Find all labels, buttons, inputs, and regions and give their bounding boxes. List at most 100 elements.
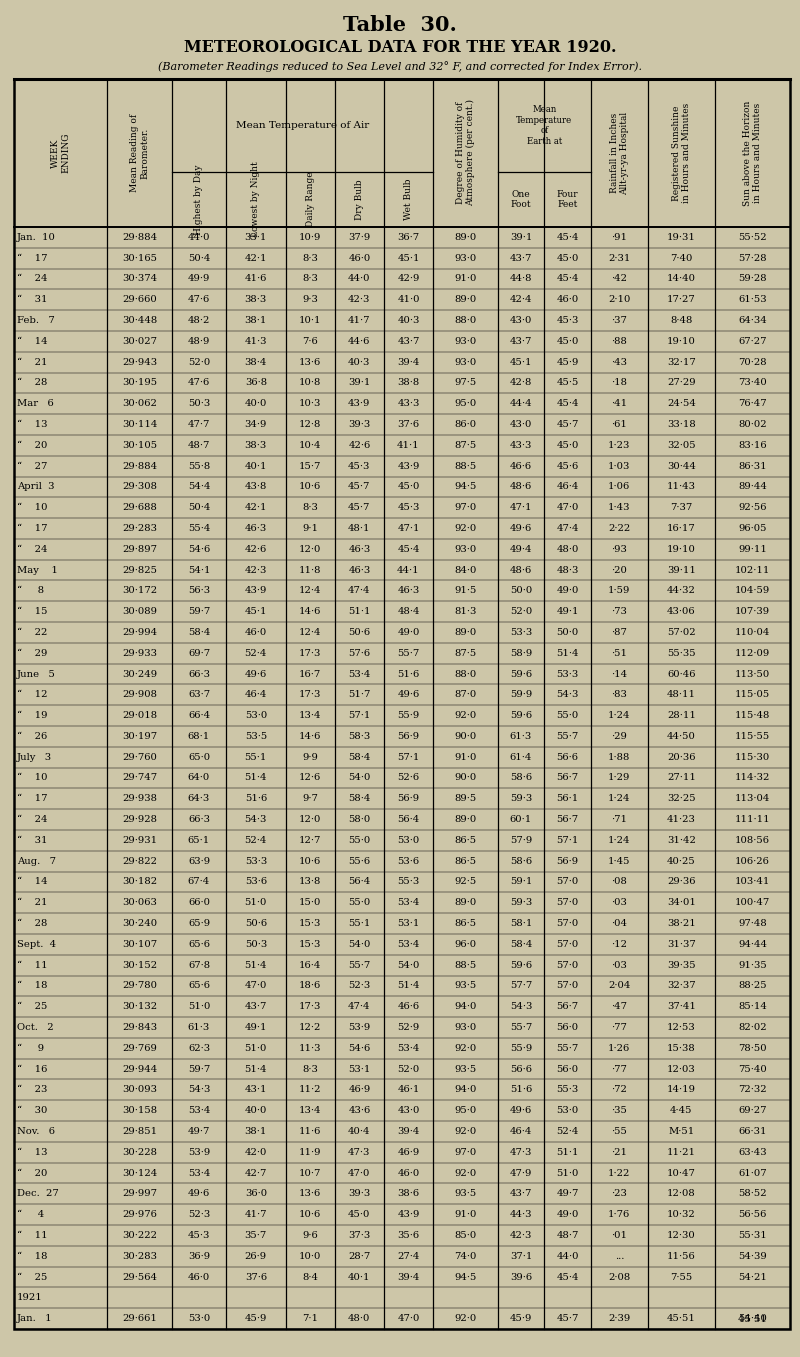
- Text: 29·760: 29·760: [122, 753, 157, 761]
- Text: 38·6: 38·6: [398, 1189, 419, 1198]
- Text: Table  30.: Table 30.: [343, 15, 457, 35]
- Text: 1·76: 1·76: [608, 1210, 630, 1219]
- Text: 14·6: 14·6: [299, 607, 322, 616]
- Text: 45·9: 45·9: [556, 358, 578, 366]
- Text: 58·4: 58·4: [188, 628, 210, 636]
- Text: “    31: “ 31: [17, 836, 47, 845]
- Text: “    13: “ 13: [17, 421, 47, 429]
- Text: 49·7: 49·7: [556, 1189, 578, 1198]
- Text: 92·0: 92·0: [454, 1044, 477, 1053]
- Text: 29·908: 29·908: [122, 691, 157, 699]
- Text: 94·44: 94·44: [738, 940, 767, 949]
- Text: 30·197: 30·197: [122, 731, 157, 741]
- Text: 58·1: 58·1: [510, 919, 532, 928]
- Text: 36·9: 36·9: [188, 1251, 210, 1261]
- Text: 34·9: 34·9: [245, 421, 267, 429]
- Text: ·03: ·03: [611, 961, 627, 970]
- Text: 89·0: 89·0: [454, 233, 477, 242]
- Text: ·20: ·20: [611, 566, 627, 574]
- Text: 54·0: 54·0: [398, 961, 420, 970]
- Text: 30·182: 30·182: [122, 878, 157, 886]
- Text: 43·0: 43·0: [398, 1106, 420, 1115]
- Text: 88·0: 88·0: [454, 316, 477, 326]
- Text: 57·7: 57·7: [510, 981, 532, 991]
- Text: METEOROLOGICAL DATA FOR THE YEAR 1920.: METEOROLOGICAL DATA FOR THE YEAR 1920.: [184, 39, 616, 56]
- Text: 15·3: 15·3: [299, 919, 322, 928]
- Text: 54·3: 54·3: [188, 1086, 210, 1094]
- Text: 40·3: 40·3: [348, 358, 370, 366]
- Text: Sept.  4: Sept. 4: [17, 940, 56, 949]
- Text: 103·41: 103·41: [735, 878, 770, 886]
- Text: 10·3: 10·3: [299, 399, 322, 408]
- Text: 88·0: 88·0: [454, 669, 477, 678]
- Text: ·21: ·21: [611, 1148, 627, 1156]
- Text: “    23: “ 23: [17, 1086, 47, 1094]
- Text: “    24: “ 24: [17, 274, 47, 284]
- Text: 45·4: 45·4: [556, 233, 578, 242]
- Text: 53·9: 53·9: [188, 1148, 210, 1156]
- Text: “    14: “ 14: [17, 337, 48, 346]
- Text: 33·1: 33·1: [245, 233, 267, 242]
- Text: 44·0: 44·0: [188, 233, 210, 242]
- Text: 46·4: 46·4: [556, 482, 578, 491]
- Text: 55·9: 55·9: [398, 711, 419, 721]
- Text: 56·4: 56·4: [348, 878, 370, 886]
- Text: 39·4: 39·4: [398, 358, 420, 366]
- Text: ·91: ·91: [611, 233, 627, 242]
- Text: 52·0: 52·0: [398, 1065, 419, 1073]
- Text: 52·0: 52·0: [510, 607, 532, 616]
- Text: 92·0: 92·0: [454, 711, 477, 721]
- Text: 38·3: 38·3: [245, 441, 267, 449]
- Text: 15·0: 15·0: [299, 898, 322, 908]
- Text: 59·9: 59·9: [510, 691, 532, 699]
- Text: 95·0: 95·0: [454, 1106, 477, 1115]
- Text: 66·4: 66·4: [188, 711, 210, 721]
- Text: 67·27: 67·27: [738, 337, 766, 346]
- Text: 50·3: 50·3: [245, 940, 267, 949]
- Text: 30·105: 30·105: [122, 441, 157, 449]
- Text: 64·3: 64·3: [188, 794, 210, 803]
- Text: 113·50: 113·50: [735, 669, 770, 678]
- Text: 46·3: 46·3: [348, 544, 370, 554]
- Text: 43·7: 43·7: [510, 1189, 532, 1198]
- Text: 64·0: 64·0: [188, 773, 210, 783]
- Text: 10·8: 10·8: [299, 379, 322, 388]
- Text: 44·50: 44·50: [667, 731, 696, 741]
- Text: 29·660: 29·660: [122, 296, 157, 304]
- Text: 47·0: 47·0: [348, 1168, 370, 1178]
- Text: 11·8: 11·8: [299, 566, 322, 574]
- Text: 56·1: 56·1: [557, 794, 578, 803]
- Text: 29·564: 29·564: [122, 1273, 157, 1281]
- Text: 37·6: 37·6: [245, 1273, 267, 1281]
- Text: 29·976: 29·976: [122, 1210, 157, 1219]
- Text: 41·6: 41·6: [245, 274, 267, 284]
- Text: 40·0: 40·0: [245, 399, 267, 408]
- Text: 89·0: 89·0: [454, 628, 477, 636]
- Text: 92·0: 92·0: [454, 1314, 477, 1323]
- Text: 95·0: 95·0: [454, 399, 477, 408]
- Text: 12·4: 12·4: [299, 628, 322, 636]
- Text: 30·240: 30·240: [122, 919, 157, 928]
- Text: “    31: “ 31: [17, 296, 47, 304]
- Text: 80·02: 80·02: [738, 421, 767, 429]
- Text: 1·29: 1·29: [608, 773, 630, 783]
- Text: 30·228: 30·228: [122, 1148, 157, 1156]
- Text: 94·5: 94·5: [454, 482, 477, 491]
- Text: 7·40: 7·40: [670, 254, 693, 263]
- Text: 11·2: 11·2: [299, 1086, 322, 1094]
- Text: 30·44: 30·44: [667, 461, 696, 471]
- Text: 75·40: 75·40: [738, 1065, 767, 1073]
- Text: 29·884: 29·884: [122, 233, 157, 242]
- Text: ·42: ·42: [611, 274, 627, 284]
- Text: “    16: “ 16: [17, 1065, 47, 1073]
- Text: 47·6: 47·6: [188, 296, 210, 304]
- Text: 9·7: 9·7: [302, 794, 318, 803]
- Text: 60·46: 60·46: [667, 669, 696, 678]
- Text: “    27: “ 27: [17, 461, 47, 471]
- Text: 26·9: 26·9: [245, 1251, 267, 1261]
- Text: 52·4: 52·4: [245, 836, 267, 845]
- Text: 97·5: 97·5: [454, 379, 477, 388]
- Text: 48·7: 48·7: [556, 1231, 578, 1240]
- Text: 55·0: 55·0: [348, 836, 370, 845]
- Text: 9·3: 9·3: [302, 296, 318, 304]
